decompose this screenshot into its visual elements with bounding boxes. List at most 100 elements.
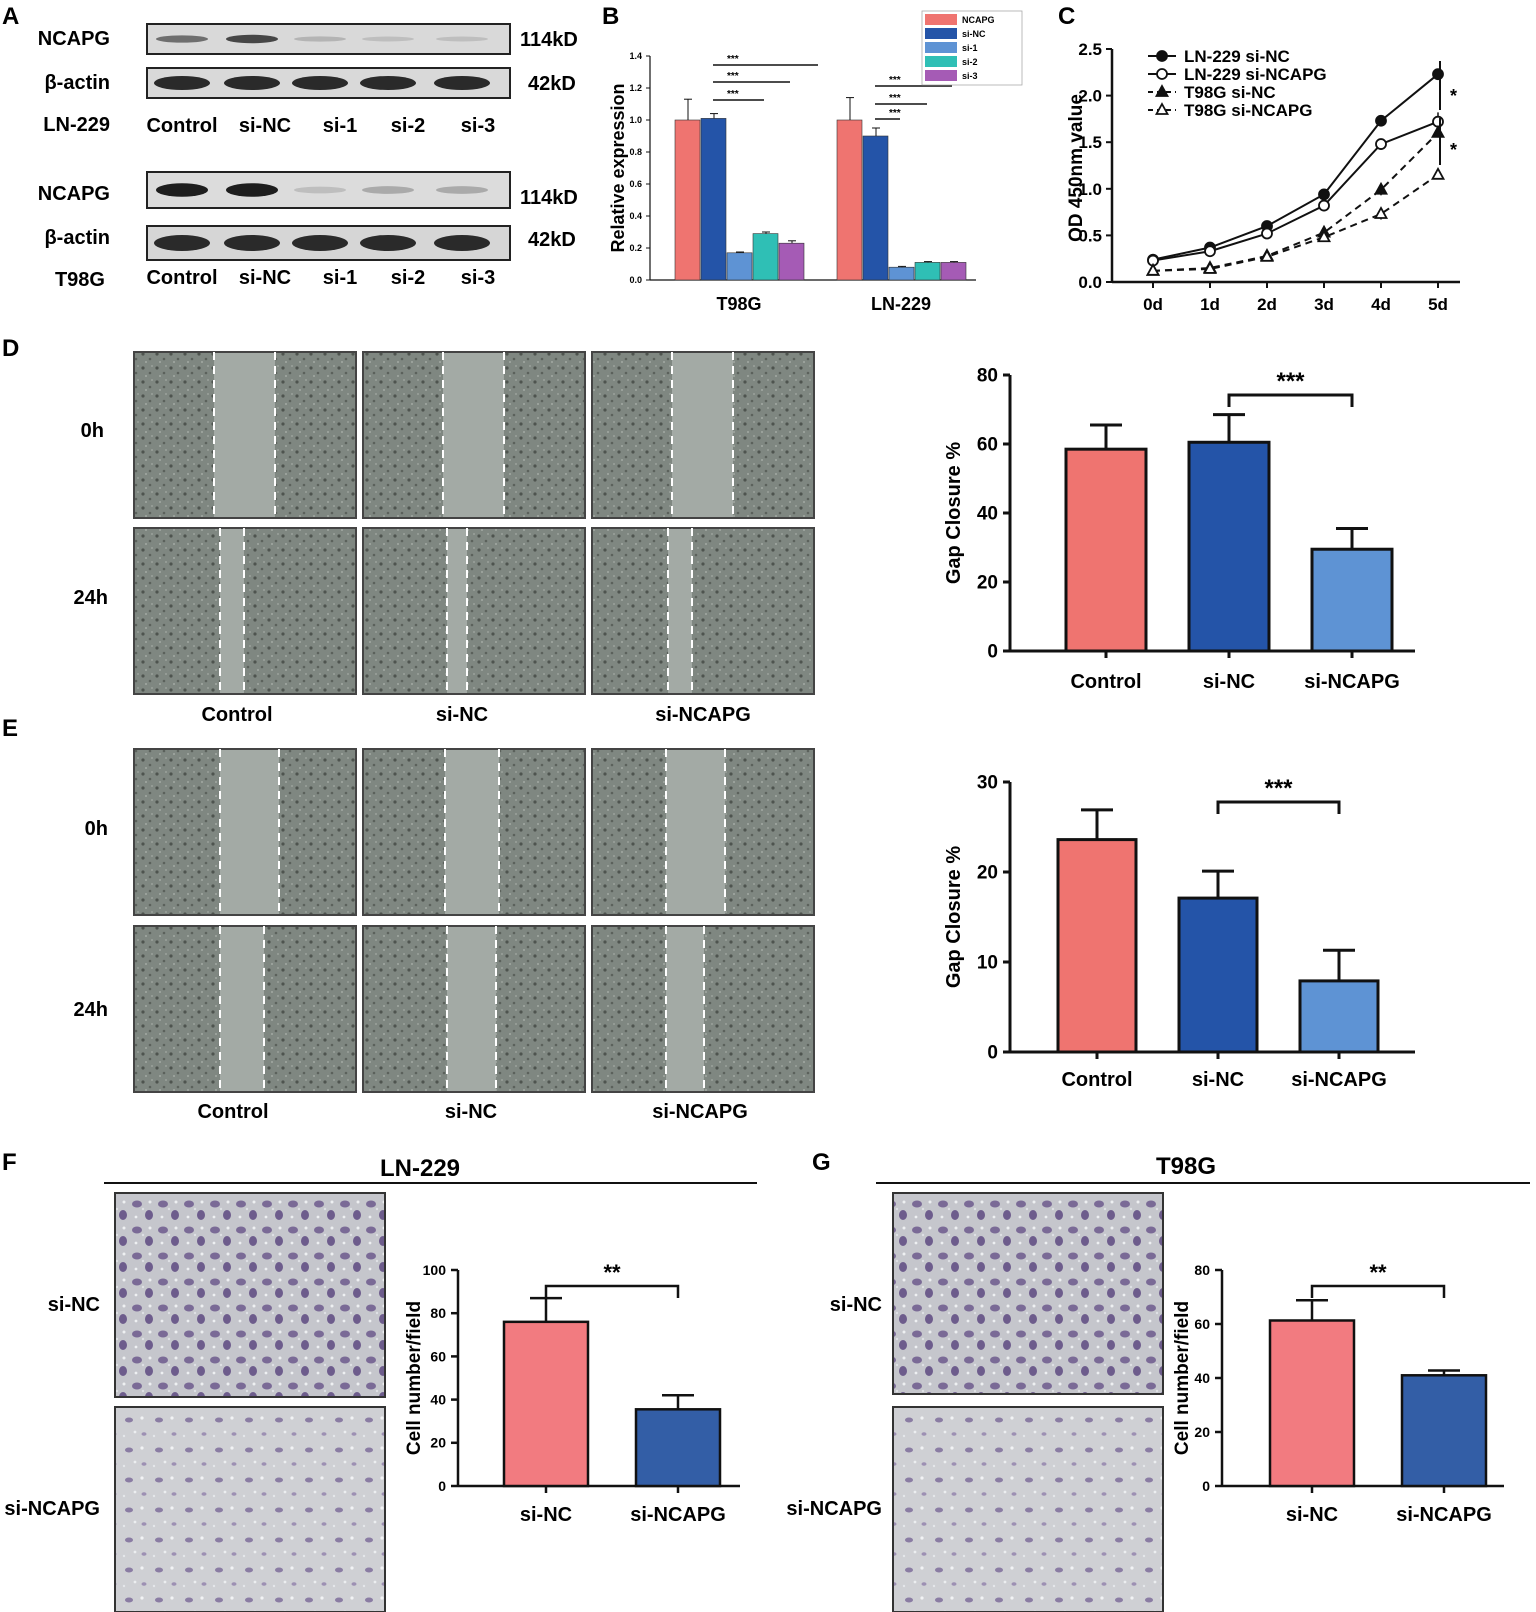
y-tick-label: 40 bbox=[1194, 1370, 1210, 1386]
significance-bracket bbox=[1216, 800, 1341, 814]
wound-healing-images-e: 0h 24h Control si-NC si-NCAPG bbox=[74, 748, 815, 1123]
y-tick-label: 20 bbox=[977, 573, 998, 594]
data-point bbox=[1202, 261, 1218, 274]
bar bbox=[914, 262, 941, 281]
lane-label: Control bbox=[146, 267, 217, 289]
wound-gap bbox=[445, 750, 499, 914]
legend-swatch bbox=[925, 28, 957, 39]
chart-c-od450-growth: 0.0 0.5 1.0 1.5 2.0 2.5 0d 1d 2d 3d 4d 5d OD 450nm v… bbox=[1066, 40, 1460, 314]
micrograph bbox=[114, 1406, 386, 1612]
wound-gap bbox=[668, 529, 692, 693]
bar bbox=[752, 233, 779, 281]
y-tick-label: 0.0 bbox=[629, 275, 642, 285]
legend-swatch bbox=[925, 14, 957, 25]
actin-band bbox=[292, 235, 348, 251]
y-tick-label: 2.5 bbox=[1078, 40, 1102, 59]
micrograph bbox=[362, 527, 586, 695]
legend-label: si-1 bbox=[962, 43, 978, 53]
significance-label: *** bbox=[889, 75, 901, 86]
time-label: 24h bbox=[74, 999, 108, 1021]
micrograph bbox=[114, 1192, 386, 1398]
y-axis-title: Gap Closure % bbox=[943, 442, 965, 584]
y-axis-title: OD 450nm value bbox=[1066, 94, 1087, 242]
bar bbox=[1064, 447, 1148, 653]
actin-band bbox=[434, 76, 490, 90]
y-tick-label: 20 bbox=[977, 863, 998, 884]
time-label: 0h bbox=[85, 818, 108, 840]
legend-swatch bbox=[925, 42, 957, 53]
time-label: 24h bbox=[74, 587, 108, 609]
row-label: si-NC bbox=[830, 1294, 882, 1316]
lane-label: si-3 bbox=[461, 267, 495, 289]
chart-b-relative-expression: 0.0 0.2 0.4 0.6 0.8 1.0 1.2 1.4 Relative express… bbox=[608, 10, 1023, 314]
significance-label: *** bbox=[889, 93, 901, 104]
y-tick-label: 10 bbox=[977, 953, 998, 974]
bar bbox=[634, 1408, 722, 1488]
y-tick-label: 0 bbox=[438, 1478, 446, 1494]
legend-label: T98G si-NC bbox=[1184, 83, 1276, 102]
y-tick-label: 0.6 bbox=[629, 179, 642, 189]
blot-row-label: β-actin bbox=[44, 72, 110, 94]
lane-label: si-1 bbox=[323, 267, 357, 289]
y-tick-label: 0.8 bbox=[629, 147, 642, 157]
data-point bbox=[1375, 138, 1387, 150]
lane-label: si-2 bbox=[391, 267, 425, 289]
data-point bbox=[1204, 245, 1216, 258]
data-point bbox=[1261, 227, 1273, 240]
bar bbox=[1298, 979, 1380, 1054]
group-label: si-NC bbox=[445, 1101, 497, 1123]
y-tick-label: 30 bbox=[977, 773, 998, 794]
wound-gap bbox=[220, 927, 264, 1091]
bar bbox=[1187, 440, 1271, 653]
lane-label: si-NC bbox=[239, 267, 291, 289]
group-label: Control bbox=[197, 1101, 268, 1123]
data-point bbox=[1430, 125, 1446, 138]
wound-gap bbox=[220, 529, 244, 693]
data-point bbox=[1375, 114, 1387, 127]
bar bbox=[940, 262, 967, 281]
series-line bbox=[1152, 120, 1439, 262]
data-point bbox=[1432, 68, 1444, 81]
x-tick-label: 4d bbox=[1371, 295, 1391, 314]
legend-marker bbox=[1156, 50, 1168, 62]
protein-band bbox=[226, 34, 278, 44]
chart-d-gap-closure: 0 20 40 60 80 Gap Closure % Control si-NC si-NCA… bbox=[943, 366, 1415, 693]
panel-label-g: G bbox=[812, 1149, 831, 1176]
y-tick-label: 40 bbox=[977, 504, 998, 525]
legend-label: LN-229 si-NC bbox=[1184, 47, 1290, 66]
bar bbox=[1268, 1319, 1356, 1488]
section-title: T98G bbox=[1156, 1153, 1216, 1180]
legend-label: LN-229 si-NCAPG bbox=[1184, 65, 1327, 84]
x-tick-label: 3d bbox=[1314, 295, 1334, 314]
actin-band bbox=[224, 235, 280, 251]
bar bbox=[726, 252, 753, 281]
x-tick-label: si-NCAPG bbox=[1304, 671, 1400, 693]
x-tick-label: LN-229 bbox=[871, 294, 931, 314]
legend-label: NCAPG bbox=[962, 15, 995, 25]
micrograph bbox=[892, 1192, 1164, 1395]
y-tick-label: 100 bbox=[423, 1262, 447, 1278]
actin-band bbox=[154, 76, 210, 90]
x-tick-label: Control bbox=[1061, 1069, 1132, 1091]
legend-label: T98G si-NCAPG bbox=[1184, 101, 1312, 120]
x-tick-label: 2d bbox=[1257, 295, 1277, 314]
actin-band bbox=[292, 76, 348, 90]
series-line bbox=[1152, 73, 1439, 261]
group-label: si-NCAPG bbox=[655, 704, 751, 726]
x-tick-label: si-NCAPG bbox=[1291, 1069, 1387, 1091]
x-tick-label: 1d bbox=[1200, 295, 1220, 314]
data-point bbox=[1316, 229, 1332, 243]
y-tick-label: 0 bbox=[987, 1043, 998, 1064]
significance-label: *** bbox=[727, 89, 739, 100]
blot-row-label: NCAPG bbox=[38, 28, 110, 50]
blot-cell-line-label: LN-229 bbox=[43, 114, 110, 136]
significance-label: * bbox=[1450, 140, 1457, 160]
protein-band bbox=[156, 183, 208, 197]
x-tick-label: T98G bbox=[716, 294, 761, 314]
row-label: si-NCAPG bbox=[786, 1498, 882, 1520]
actin-band bbox=[224, 76, 280, 90]
lane-label: si-2 bbox=[391, 115, 425, 137]
kd-label: 42kD bbox=[528, 73, 576, 95]
legend-label: si-2 bbox=[962, 57, 978, 67]
x-tick-label: si-NCAPG bbox=[630, 1504, 726, 1526]
